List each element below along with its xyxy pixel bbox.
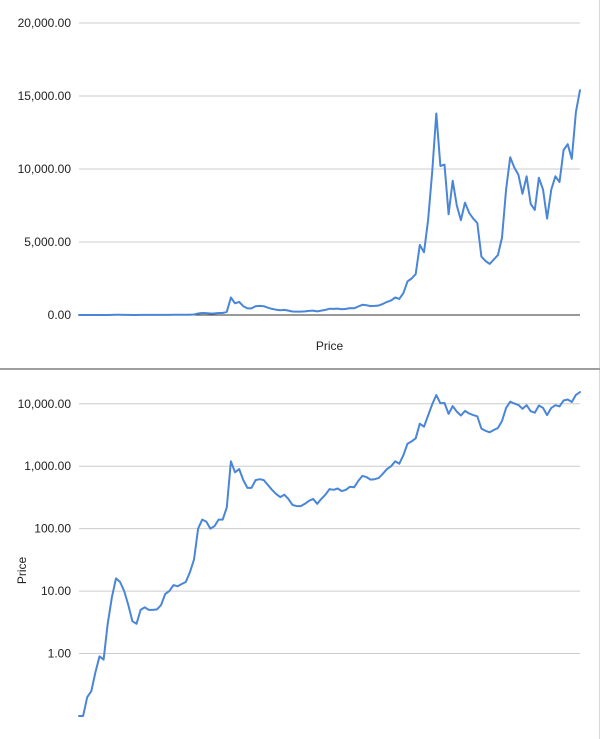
y-tick-label: 1.00	[48, 647, 72, 661]
linear-chart-svg: 0.00 5,000.00 10,000.00 15,000.00 20,000.00 P…	[18, 16, 581, 353]
y-tick-label: 10,000.00	[18, 162, 72, 176]
y-axis-title: Price	[15, 557, 29, 585]
log-price-chart: 1.00 10.00 100.00 1,000.00 10,000.00 Price	[0, 370, 600, 739]
y-tick-label: 15,000.00	[18, 89, 72, 103]
price-series-line	[78, 391, 581, 717]
y-tick-label: 10.00	[41, 584, 71, 598]
y-tick-label: 1,000.00	[24, 459, 71, 473]
y-tick-label: 20,000.00	[18, 16, 72, 30]
y-tick-label: 10,000.00	[18, 397, 72, 411]
y-tick-label: 100.00	[34, 522, 71, 536]
price-series-line	[78, 89, 581, 316]
x-axis-title: Price	[316, 339, 344, 353]
log-chart-svg: 1.00 10.00 100.00 1,000.00 10,000.00 Price	[15, 391, 581, 717]
linear-price-chart: 0.00 5,000.00 10,000.00 15,000.00 20,000.00 P…	[0, 0, 600, 368]
y-tick-label: 0.00	[48, 308, 72, 322]
chart-divider	[0, 368, 600, 370]
y-tick-label: 5,000.00	[24, 235, 71, 249]
